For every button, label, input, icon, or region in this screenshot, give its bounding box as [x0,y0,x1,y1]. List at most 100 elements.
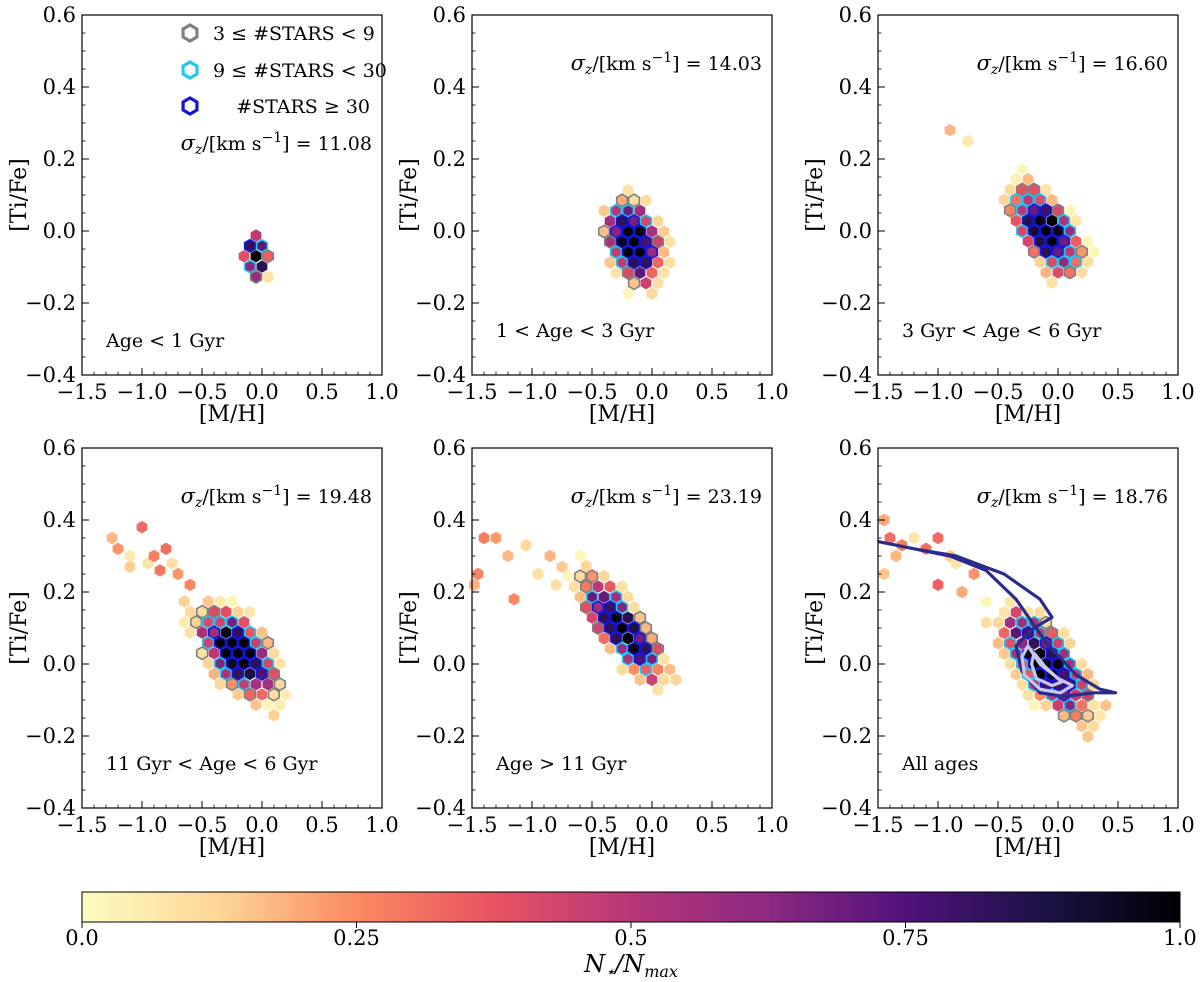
hexbin [1010,606,1022,619]
hexbin [225,615,239,630]
x-tick-label: 0.5 [305,813,338,837]
hexbin [1027,182,1041,197]
hexbin [646,266,658,280]
hexbin [652,683,664,697]
hexbin [651,234,665,249]
x-tick-label: 0.0 [245,380,278,404]
hexbin [586,611,598,624]
y-tick-label: −0.2 [821,724,872,748]
hexbin [604,642,616,655]
y-tick-label: −0.4 [415,796,466,820]
hexbin [615,620,629,636]
colorbar-tick-label: 0.5 [614,926,647,950]
contour-line [877,540,1118,699]
hexbin-layer [944,124,1100,289]
hexbin [1004,616,1016,629]
hexbin [232,688,244,701]
hexbin [1075,244,1089,259]
hexbin [580,559,592,573]
hexbin [639,641,653,656]
hexbin [646,673,658,686]
hexbin [1088,245,1100,258]
hexbin [1040,699,1052,712]
hexbin [1082,235,1094,248]
x-tick-label: −0.5 [177,380,228,404]
hexbin [280,688,292,701]
sigma-value: 18.76 [1114,486,1168,508]
hexbin [615,213,629,229]
hexbin [1051,636,1065,651]
y-tick-label: −0.4 [25,363,76,387]
hexbin [196,626,208,639]
x-tick-label: 0.0 [1041,380,1074,404]
hexbin [574,590,586,604]
hexbin [658,225,670,238]
hexbin-outlier [556,560,568,573]
hexbin [627,620,641,636]
y-tick-label: −0.2 [25,724,76,748]
hexbin [664,235,676,248]
x-tick-label: −0.5 [567,813,618,837]
hexbin [1052,699,1064,712]
tick-layer: −1.5 −1.0 −0.5 0.0 0.5 1.0 −0.4 −0.2 0.0 0.2 0.4 0.… [25,3,399,404]
hexbin [998,626,1010,640]
hexbin [646,287,658,300]
colorbar-gradient [81,891,1181,923]
hexbin [1076,657,1088,671]
hexbin [201,615,215,630]
tick-layer: −1.5 −1.0 −0.5 0.0 0.5 1.0 −0.4 −0.2 0.0 0.2 0.4 0.… [415,3,789,404]
hexbin-layer [106,521,292,722]
sigma-exponent: −1 [262,483,283,499]
hexbin-layer [469,531,682,697]
hexbin [1046,276,1058,289]
x-tick-label: 1.0 [365,380,398,404]
hexbin [178,595,190,608]
hexbin-outlier [956,585,968,599]
y-axis-label: [Ti/Fe] [397,591,422,664]
hexbin [214,678,226,691]
hexbin [268,647,280,660]
x-tick-label: 1.0 [365,813,398,837]
hexbin [190,615,203,630]
hexbin-outlier [154,564,166,577]
sigma-subscript: z [584,495,593,511]
hexbin-outlier [166,557,178,570]
hexbin [658,652,670,666]
panel-3: −1.5 −1.0 −0.5 0.0 0.5 1.0 −0.4 −0.2 0.0 0.2 0.4 0.… [803,3,1195,427]
tick-layer: −1.5 −1.0 −0.5 0.0 0.5 1.0 −0.4 −0.2 0.0 0.2 0.4 0.… [821,3,1195,404]
x-tick-label: −1.0 [507,380,558,404]
sigma-value: 16.60 [1114,53,1168,75]
hexbin [202,657,214,670]
sigma-unit: /[km s [998,486,1057,508]
hexbin [1082,255,1094,269]
hexbin [1051,203,1065,218]
x-axis-label: [M/H] [589,402,655,427]
sigma-unit: /[km s [592,53,651,75]
y-tick-label: 0.2 [43,147,76,171]
hexbin [664,663,676,676]
hexbin [213,615,227,630]
hexbin [562,570,574,583]
x-axis-label: [M/H] [589,835,655,860]
colorbar-tick-label: 0.0 [65,926,98,950]
hexbin [250,250,262,263]
sigma-annotation: σz/[km s−1] = 14.03 [571,50,762,78]
hexbin-outlier [508,593,520,606]
panel-2: −1.5 −1.0 −0.5 0.0 0.5 1.0 −0.4 −0.2 0.0 0.2 0.4 0.… [397,3,789,427]
x-tick-label: −1.5 [853,380,904,404]
hexbin [609,589,623,605]
hexbin [1100,699,1112,712]
plot-area [82,15,382,375]
hexbin [627,234,641,249]
hexbin-outlier [968,567,980,581]
hexbin [261,656,275,671]
sigma-annotation: σz/[km s−1] = 18.76 [977,483,1168,511]
y-tick-label: 0.2 [433,580,466,604]
hexbin [1022,688,1034,702]
hexbin-layer [238,229,275,285]
x-tick-label: −1.0 [117,813,168,837]
hexbin [615,193,629,208]
y-tick-label: −0.4 [821,796,872,820]
hexbin [1076,719,1088,733]
hexbin [256,626,268,639]
